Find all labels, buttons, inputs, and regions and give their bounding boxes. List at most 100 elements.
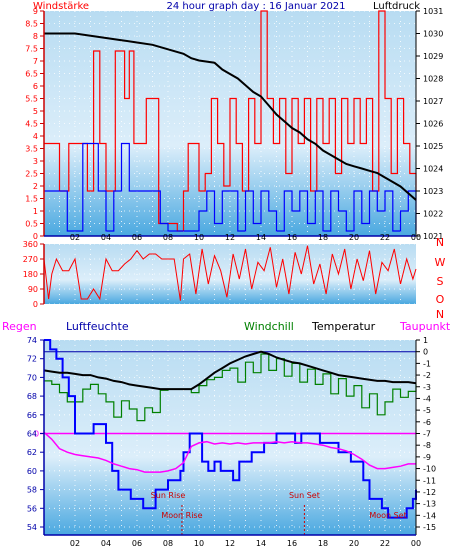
wind-speed-line xyxy=(44,142,417,232)
direction-tick-label: 270 xyxy=(23,255,38,264)
humidity-tick-label: 68 xyxy=(27,392,37,401)
wind-speed-tick-label: 5 xyxy=(33,107,38,116)
pressure-tick-label: 1024 xyxy=(423,165,443,174)
wind-speed-tick-label: 4 xyxy=(33,132,38,141)
pressure-line xyxy=(44,32,417,201)
time-tick-label-bottom: 06 xyxy=(132,539,142,548)
windchill-line xyxy=(44,353,417,422)
wind-speed-tick-label: 3 xyxy=(33,157,38,166)
time-tick-label-top: 00 xyxy=(411,233,421,242)
humidity-tick-label: 64 xyxy=(27,430,37,439)
wind-speed-tick-label: 7 xyxy=(33,57,38,66)
time-tick-label-top: 22 xyxy=(380,233,390,242)
time-tick-label-bottom: 20 xyxy=(349,539,359,548)
pressure-tick-label: 1025 xyxy=(423,142,443,151)
wind-speed-tick-label: 9 xyxy=(33,7,38,16)
wind-speed-tick-label: 7.5 xyxy=(25,45,38,54)
pressure-tick-label: 1028 xyxy=(423,75,443,84)
chart-title: 24 hour graph day : 16 Januar 2021 xyxy=(166,1,345,12)
humidity-tick-label: 58 xyxy=(27,486,37,495)
time-tick-label-top: 12 xyxy=(225,233,235,242)
temperature-tick-label: -11 xyxy=(423,476,436,485)
compass-label: W xyxy=(435,256,446,269)
time-tick-label-top: 02 xyxy=(70,233,80,242)
humidity-tick-label: 70 xyxy=(27,373,37,382)
time-tick-label-top: 06 xyxy=(132,233,142,242)
wind-speed-tick-label: 8 xyxy=(33,32,38,41)
temperature-tick-label: -5 xyxy=(423,406,431,415)
compass-label: N xyxy=(436,308,444,321)
temperature-tick-label: 0 xyxy=(423,348,428,357)
temperature-tick-label: -7 xyxy=(423,430,431,439)
humidity-tick-label: 74 xyxy=(27,336,37,345)
humidity-tick-label: 60 xyxy=(27,467,37,476)
pressure-axis-label: Luftdruck xyxy=(373,1,420,12)
temperature-tick-label: -8 xyxy=(423,441,431,450)
time-tick-label-bottom: 08 xyxy=(163,539,173,548)
wind-speed-tick-label: 0.5 xyxy=(25,220,38,229)
temperature-line xyxy=(43,350,417,391)
temperature-tick-label: -14 xyxy=(423,511,436,520)
wind-speed-tick-label: 4.5 xyxy=(25,120,38,129)
temperature-tick-label: -4 xyxy=(423,394,431,403)
wind-pressure-panel: 00.511.522.533.544.555.566.577.588.59102… xyxy=(25,1,443,242)
wind-speed-tick-label: 6.5 xyxy=(25,70,38,79)
rain-zero-label: 0 xyxy=(34,430,39,439)
direction-tick-label: 360 xyxy=(23,240,38,249)
wind-speed-tick-label: 0 xyxy=(33,232,38,241)
time-tick-label-top: 14 xyxy=(256,233,266,242)
wind-speed-tick-label: 1.5 xyxy=(25,195,38,204)
time-tick-label-top: 16 xyxy=(287,233,297,242)
time-tick-label-bottom: 14 xyxy=(256,539,266,548)
temperature-tick-label: -13 xyxy=(423,500,436,509)
time-tick-label-bottom: 10 xyxy=(194,539,204,548)
wind-speed-tick-label: 8.5 xyxy=(25,20,38,29)
dewpoint-label: Taupunkt xyxy=(399,320,451,333)
pressure-tick-label: 1030 xyxy=(423,30,443,39)
temperature-label: Temperatur xyxy=(311,320,376,333)
time-tick-label-top: 08 xyxy=(163,233,173,242)
temperature-tick-label: -12 xyxy=(423,488,436,497)
humidity-tick-label: 54 xyxy=(27,523,37,532)
pressure-tick-label: 1021 xyxy=(423,232,443,241)
direction-tick-label: 90 xyxy=(28,285,38,294)
compass-label: S xyxy=(437,275,444,288)
humidity-label: Luftfeuchte xyxy=(66,320,129,333)
rain-label: Regen xyxy=(2,320,37,333)
temp-humidity-panel: 0 Sun Rise Moon Rise Sun Set Moon Set 54 56 58… xyxy=(2,320,451,548)
temperature-tick-label: -6 xyxy=(423,418,431,427)
compass-label: N xyxy=(436,236,444,249)
pressure-tick-label: 1031 xyxy=(423,7,443,16)
pressure-tick-label: 1029 xyxy=(423,52,443,61)
time-tick-label-top: 20 xyxy=(349,233,359,242)
wind-speed-tick-label: 5.5 xyxy=(25,95,38,104)
temperature-tick-label: -3 xyxy=(423,383,431,392)
temperature-tick-label: -1 xyxy=(423,359,431,368)
time-tick-label-bottom: 00 xyxy=(411,539,421,548)
compass-label: O xyxy=(436,293,445,306)
time-tick-label-bottom: 12 xyxy=(225,539,235,548)
astro-annotation: Moon Set xyxy=(369,511,406,520)
time-tick-label-bottom: 16 xyxy=(287,539,297,548)
temperature-tick-label: -10 xyxy=(423,465,436,474)
direction-tick-label: 0 xyxy=(33,300,38,309)
humidity-tick-label: 62 xyxy=(27,448,37,457)
humidity-tick-label: 56 xyxy=(27,504,37,513)
temperature-tick-label: -2 xyxy=(423,371,431,380)
astro-annotation: Sun Set xyxy=(289,491,320,500)
humidity-line xyxy=(44,339,417,519)
temperature-tick-label: -15 xyxy=(423,523,436,532)
temperature-tick-label: -9 xyxy=(423,453,431,462)
time-tick-label-bottom: 18 xyxy=(318,539,328,548)
time-tick-label-bottom: 22 xyxy=(380,539,390,548)
humidity-tick-label: 72 xyxy=(27,355,37,364)
temperature-tick-label: 1 xyxy=(423,336,428,345)
time-tick-label-top: 18 xyxy=(318,233,328,242)
time-tick-label-top: 04 xyxy=(101,233,111,242)
time-tick-label-bottom: 04 xyxy=(101,539,111,548)
wind-speed-tick-label: 3.5 xyxy=(25,145,38,154)
dewpoint-line xyxy=(43,431,416,473)
wind-direction-line xyxy=(43,245,417,301)
pressure-tick-label: 1023 xyxy=(423,187,443,196)
